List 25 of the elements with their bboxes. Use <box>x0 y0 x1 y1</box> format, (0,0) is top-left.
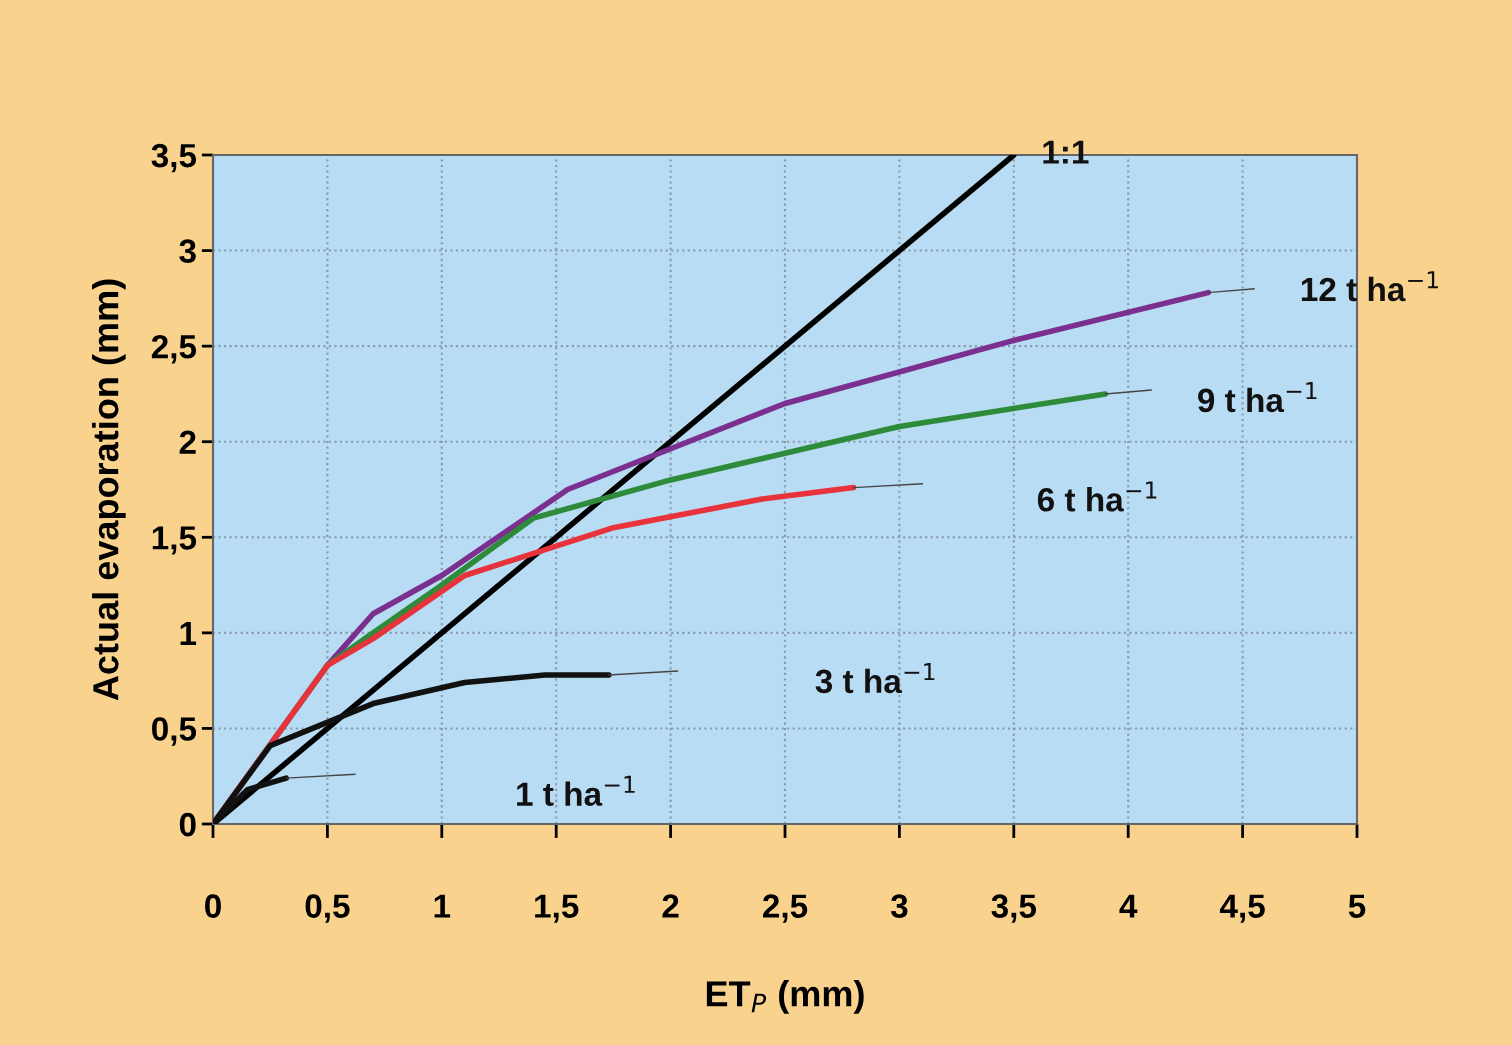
y-axis-title: Actual evaporation (mm) <box>92 279 126 701</box>
y-tick-label: 3,5 <box>151 143 197 173</box>
text: 3 t ha$^{−1}$ <box>815 663 935 694</box>
x-tick-label: 1 <box>434 894 451 918</box>
text: 6 t ha$^{−1}$ <box>1037 481 1157 512</box>
y-tick-label: 1,5 <box>152 526 197 555</box>
y-tick-label: 1 <box>180 622 197 645</box>
y-tick-label: 3 <box>179 239 196 264</box>
x-tick-label: 1,5 <box>535 894 579 923</box>
y-tick-label: 2 <box>179 430 196 454</box>
x-tick-label: 4,5 <box>1219 894 1265 923</box>
x-axis-title: ET$_{P}$ (mm) <box>706 980 864 1014</box>
x-tick-label: 2,5 <box>762 894 808 923</box>
text: 1 t ha$^{−1}$ <box>517 775 635 806</box>
x-tick-label: 4 <box>1119 894 1138 918</box>
text: 9 t ha$^{−1}$ <box>1198 382 1317 413</box>
x-tick-label: 2 <box>662 894 679 918</box>
x-tick-label: 3,5 <box>991 894 1037 923</box>
x-tick-label: 0 <box>205 894 221 918</box>
x-tick-label: 0,5 <box>305 894 350 923</box>
y-tick-label: 0,5 <box>152 717 197 746</box>
x-tick-label: 5 <box>1348 894 1366 918</box>
x-tick-label: 3 <box>890 894 908 918</box>
y-tick-label: 0 <box>179 812 196 837</box>
y-tick-label: 2,5 <box>151 334 197 364</box>
